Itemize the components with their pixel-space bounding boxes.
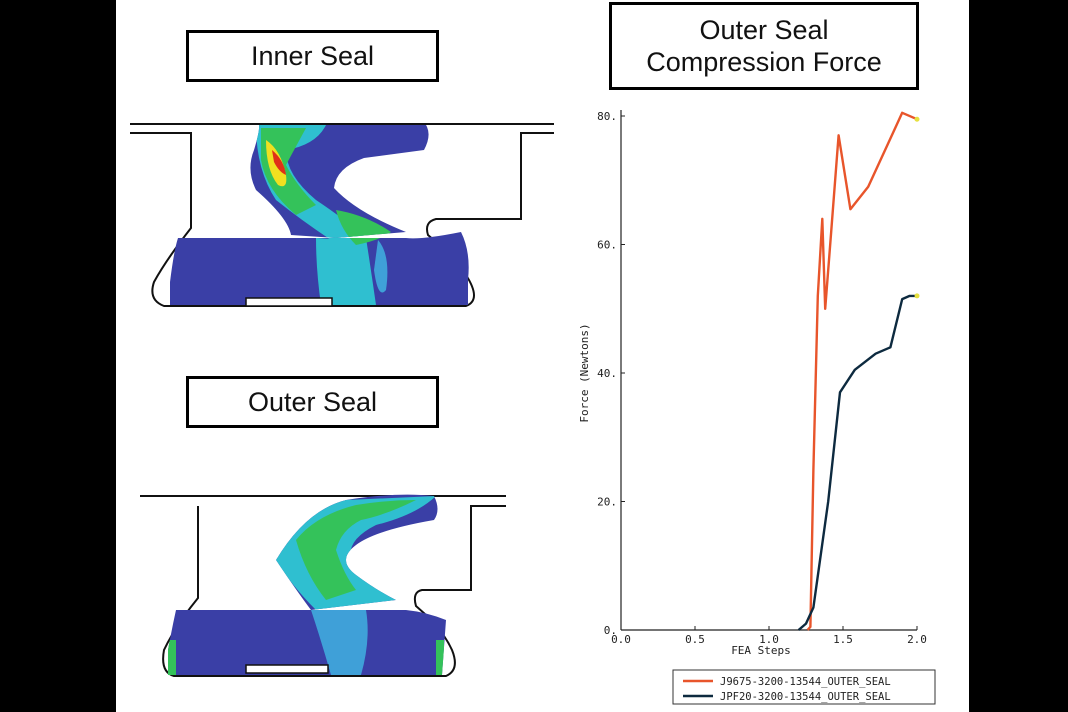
legend [672, 669, 936, 705]
x-tick-label: 1.5 [833, 633, 853, 646]
x-tick-label: 0.5 [685, 633, 705, 646]
chart-title: Outer Seal Compression Force [609, 2, 919, 90]
series-line-1 [806, 111, 918, 631]
y-tick-label: 80. [597, 110, 617, 123]
chart-title-line1: Outer Seal [699, 14, 829, 45]
chart-title-line2: Compression Force [646, 47, 882, 77]
outer-seal-title-text: Outer Seal [247, 386, 378, 417]
x-tick-label: 0.0 [611, 633, 631, 646]
y-axis-label: Force (Newtons) [578, 323, 591, 422]
series-line-2 [797, 294, 917, 631]
figure-panel: Inner Seal Outer Seal Outer Seal Compres… [116, 0, 969, 712]
force-chart: 0. 20. 40. 60. 80. 0.0 0.5 1.0 1.5 2.0 FEA Steps Fo… [578, 110, 936, 705]
y-tick-label: 20. [597, 496, 617, 509]
x-tick-label: 2.0 [907, 633, 927, 646]
series-end-marker-2 [914, 293, 920, 299]
x-axis-label: FEA Steps [731, 644, 791, 657]
outer-seal-title: Outer Seal [186, 376, 439, 428]
inner-seal-title: Inner Seal [186, 30, 439, 82]
x-tick-label: 1.0 [759, 633, 779, 646]
series-end-marker-1 [914, 116, 920, 122]
y-tick-label: 40. [597, 367, 617, 380]
y-tick-label: 0. [604, 624, 617, 637]
legend-label-1: J9675-3200-13544_OUTER_SEAL [720, 676, 891, 688]
inner-seal-title-text: Inner Seal [250, 40, 375, 71]
y-tick-label: 60. [597, 239, 617, 252]
legend-label-2: JPF20-3200-13544_OUTER_SEAL [720, 691, 891, 703]
